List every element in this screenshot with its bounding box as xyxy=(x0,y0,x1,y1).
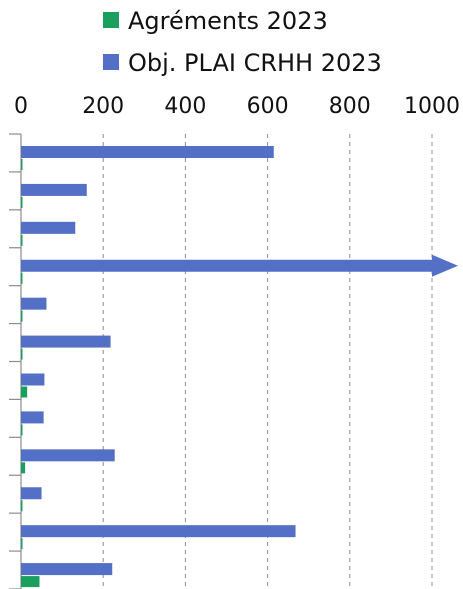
gridlines xyxy=(102,134,433,589)
bar-agrements-0 xyxy=(21,159,23,170)
x-axis-ticks: 0 200 400 600 800 1000 xyxy=(14,94,460,119)
bar-agrements-11 xyxy=(21,576,40,588)
x-tick-label-5: 1000 xyxy=(404,94,460,119)
x-tick-label-4: 800 xyxy=(329,94,371,119)
bar-obj-plai-2 xyxy=(21,221,76,234)
bar-agrements-1 xyxy=(21,196,23,208)
bar-obj-plai-8 xyxy=(21,449,115,462)
legend-swatch-1 xyxy=(103,54,119,70)
bar-obj-plai-3 xyxy=(21,254,458,277)
y-axis xyxy=(9,133,22,589)
bar-obj-plai-7 xyxy=(21,411,44,424)
bar-obj-plai-1 xyxy=(21,183,87,196)
bar-obj-plai-0 xyxy=(21,146,274,158)
x-tick-label-3: 600 xyxy=(247,94,289,119)
x-tick-label-2: 400 xyxy=(164,94,206,119)
bar-obj-plai-6 xyxy=(21,373,45,386)
bars xyxy=(21,146,458,588)
bar-agrements-2 xyxy=(21,234,23,246)
x-tick-label-0: 0 xyxy=(14,94,28,119)
bar-agrements-3 xyxy=(21,272,23,284)
bar-agrements-7 xyxy=(21,424,23,436)
legend-label-0: Agréments 2023 xyxy=(128,7,328,35)
bar-obj-plai-9 xyxy=(21,487,42,500)
bar-agrements-4 xyxy=(21,310,23,322)
bar-agrements-8 xyxy=(21,462,26,474)
bar-obj-plai-11 xyxy=(21,563,113,576)
x-tick-label-1: 200 xyxy=(82,94,124,119)
bar-agrements-5 xyxy=(21,348,23,360)
bar-obj-plai-4 xyxy=(21,297,47,310)
bar-obj-plai-5 xyxy=(21,335,111,348)
bar-agrements-9 xyxy=(21,500,23,512)
legend-label-1: Obj. PLAI CRHH 2023 xyxy=(128,49,382,77)
bar-agrements-6 xyxy=(21,386,28,398)
bar-agrements-10 xyxy=(21,538,23,550)
legend-swatch-0 xyxy=(103,12,119,28)
legend: Agréments 2023 Obj. PLAI CRHH 2023 xyxy=(103,7,382,77)
bar-obj-plai-10 xyxy=(21,525,296,538)
